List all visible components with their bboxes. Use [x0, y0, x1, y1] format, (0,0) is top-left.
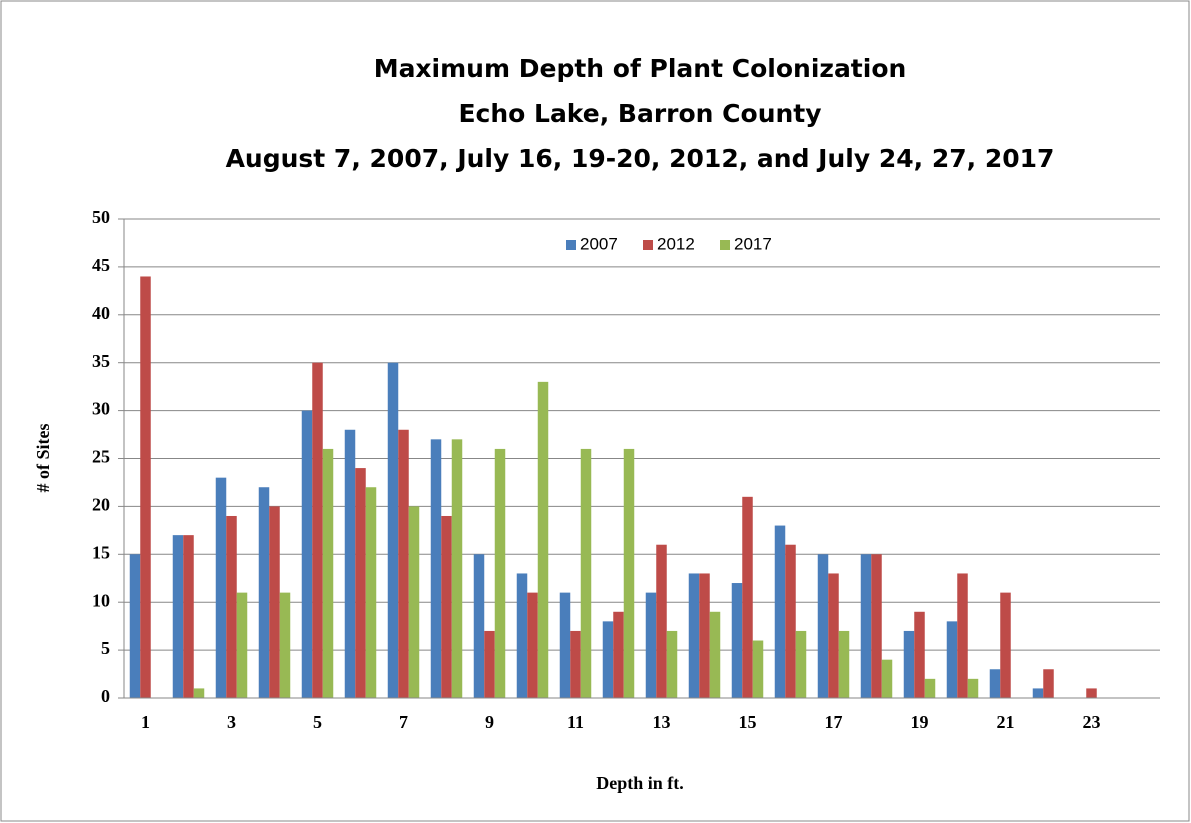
legend-swatch — [566, 240, 576, 250]
legend-swatch — [643, 240, 653, 250]
legend-label: 2007 — [580, 234, 618, 253]
bar — [236, 592, 248, 698]
bar — [860, 554, 872, 698]
bar — [742, 496, 753, 698]
bar — [301, 410, 313, 698]
x-tick-label: 9 — [485, 712, 494, 732]
bar — [881, 659, 893, 698]
bar — [570, 630, 581, 698]
bar — [817, 554, 829, 698]
bar — [312, 362, 323, 698]
legend-label: 2017 — [734, 234, 772, 253]
bar — [258, 487, 270, 698]
x-tick-label: 7 — [399, 712, 408, 732]
bar — [516, 573, 528, 698]
bar — [355, 468, 366, 698]
y-tick-label: 30 — [92, 399, 110, 419]
chart-title: Maximum Depth of Plant Colonization — [374, 54, 907, 83]
bar — [828, 573, 839, 698]
bar — [365, 487, 377, 698]
x-tick-label: 15 — [739, 712, 757, 732]
bar — [193, 688, 205, 698]
bar — [752, 640, 764, 698]
bar — [903, 630, 915, 698]
bar — [129, 554, 141, 698]
x-tick-label: 17 — [825, 712, 843, 732]
bar — [666, 630, 678, 698]
y-tick-label: 45 — [92, 255, 110, 275]
bar — [774, 525, 786, 698]
bar — [688, 573, 700, 698]
y-tick-label: 10 — [92, 590, 110, 610]
bar — [623, 448, 635, 698]
bar — [699, 573, 710, 698]
bar — [344, 429, 356, 698]
y-tick-label: 0 — [101, 686, 110, 706]
bar — [1000, 592, 1011, 698]
y-tick-label: 25 — [92, 447, 110, 467]
bar — [838, 630, 850, 698]
bar — [989, 669, 1001, 698]
bar — [473, 554, 485, 698]
x-axis-label: Depth in ft. — [596, 773, 684, 793]
bar — [946, 621, 958, 698]
y-tick-label: 15 — [92, 542, 110, 562]
bar — [559, 592, 571, 698]
x-tick-label: 3 — [227, 712, 236, 732]
bar — [613, 611, 624, 698]
x-tick-label: 1 — [141, 712, 150, 732]
bar — [226, 515, 237, 698]
bar — [785, 544, 796, 698]
bar — [322, 448, 334, 698]
bar — [914, 611, 925, 698]
bar — [527, 592, 538, 698]
bar — [279, 592, 291, 698]
bar — [1032, 688, 1044, 698]
bar — [656, 544, 667, 698]
bar — [172, 535, 184, 698]
bar — [269, 506, 280, 698]
x-tick-label: 5 — [313, 712, 322, 732]
y-axis-label: # of Sites — [33, 424, 53, 493]
bar — [408, 506, 420, 698]
y-tick-label: 40 — [92, 303, 110, 323]
bar — [183, 535, 194, 698]
bar — [1086, 688, 1097, 698]
bar — [215, 477, 227, 698]
x-tick-label: 19 — [911, 712, 929, 732]
bar — [494, 448, 506, 698]
x-tick-label: 21 — [997, 712, 1015, 732]
y-tick-label: 5 — [101, 638, 110, 658]
bar — [967, 678, 979, 698]
bar — [871, 554, 882, 698]
bar — [430, 439, 442, 698]
bar — [795, 630, 807, 698]
bar — [398, 429, 409, 698]
bar — [537, 381, 549, 698]
chart-subtitle: Echo Lake, Barron County — [458, 99, 821, 128]
y-tick-label: 35 — [92, 351, 110, 371]
chart-subtitle: August 7, 2007, July 16, 19-20, 2012, an… — [226, 144, 1055, 173]
legend-swatch — [720, 240, 730, 250]
bar — [140, 276, 151, 698]
legend-label: 2012 — [657, 234, 695, 253]
bar — [957, 573, 968, 698]
bar — [451, 439, 463, 698]
x-tick-label: 11 — [567, 712, 584, 732]
bar — [709, 611, 721, 698]
x-tick-label: 23 — [1083, 712, 1101, 732]
bar — [387, 362, 399, 698]
bar — [731, 583, 743, 698]
bar — [1043, 669, 1054, 698]
x-tick-label: 13 — [653, 712, 671, 732]
bar — [484, 630, 495, 698]
bar — [441, 515, 452, 698]
bar — [602, 621, 614, 698]
y-tick-label: 50 — [92, 207, 110, 227]
bar — [645, 592, 657, 698]
bar — [580, 448, 592, 698]
y-tick-label: 20 — [92, 495, 110, 515]
bar — [924, 678, 936, 698]
